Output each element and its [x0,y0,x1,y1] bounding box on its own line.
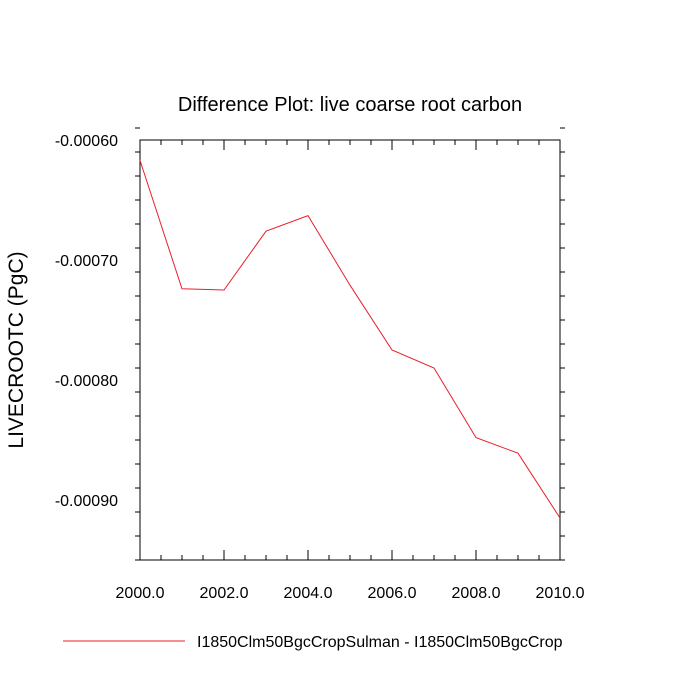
y-tick-label: -0.00080 [55,373,118,390]
legend: I1850Clm50BgcCropSulman - I1850Clm50BgcC… [63,634,563,651]
x-tick-label: 2006.0 [368,585,417,602]
x-tick-label: 2000.0 [116,585,165,602]
chart-title: Difference Plot: live coarse root carbon [178,94,522,116]
y-tick-label: -0.00090 [55,493,118,510]
series-line [139,160,561,519]
x-tick-label: 2004.0 [284,585,333,602]
series-layer [139,160,561,519]
y-tick-label: -0.00070 [55,253,118,270]
axis-ticks [135,127,565,561]
plot-frame [139,139,561,561]
y-tick-label: -0.00060 [55,133,118,150]
x-tick-labels: 2000.0 2002.0 2004.0 2006.0 2008.0 2010.0 [116,585,585,602]
y-axis-label: LIVECROOTC (PgC) [5,251,28,448]
x-tick-label: 2008.0 [452,585,501,602]
legend-series-label: I1850Clm50BgcCropSulman - I1850Clm50BgcC… [197,634,563,651]
x-tick-label: 2010.0 [536,585,585,602]
x-tick-label: 2002.0 [200,585,249,602]
y-tick-labels: -0.00060 -0.00070 -0.00080 -0.00090 [55,133,118,510]
